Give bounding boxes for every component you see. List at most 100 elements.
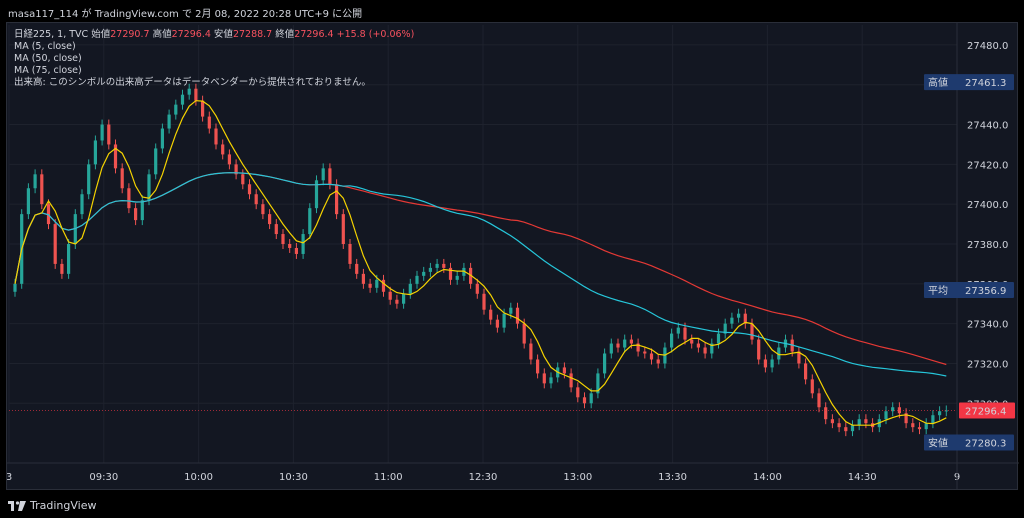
candle-body: [710, 343, 714, 354]
candle-body: [636, 343, 640, 352]
x-tick-label: 12:30: [469, 472, 498, 483]
candle-body: [261, 204, 265, 215]
candle-body: [730, 317, 734, 324]
tradingview-logo-icon: [8, 500, 26, 511]
candle-body: [469, 267, 473, 284]
candle-body: [53, 224, 57, 264]
candle-body: [844, 427, 848, 432]
candle-body: [234, 164, 238, 175]
open-label: 始値: [91, 29, 111, 40]
candle-body: [582, 397, 587, 404]
x-tick-label: 3: [7, 472, 12, 483]
candle-body: [368, 283, 372, 288]
candle-body: [917, 427, 922, 430]
symbol-label: 日経225, 1, TVC: [14, 29, 89, 40]
candle-body: [180, 94, 185, 105]
candle-body: [676, 327, 680, 334]
candle-body: [656, 359, 660, 364]
candle-body: [13, 283, 17, 292]
header-bar: masa117_114 が TradingView.com で 2月 08, 2…: [0, 0, 1024, 22]
ma75-legend[interactable]: MA (75, close): [14, 65, 82, 76]
x-tick-label: 10:00: [184, 472, 213, 483]
candle-body: [690, 339, 694, 344]
candle-body: [643, 351, 647, 354]
x-tick-label: 11:00: [374, 472, 403, 483]
candle-body: [33, 174, 37, 189]
candle-body: [757, 339, 761, 360]
candle-body: [509, 307, 513, 314]
candle-body: [268, 214, 272, 225]
ma75-line: [14, 172, 947, 366]
chart-legend: 日経225, 1, TVC 始値27290.7 高値27296.4 安値2728…: [14, 29, 414, 89]
chart-canvas[interactable]: 27480.027460.027440.027420.027400.027380…: [7, 23, 1019, 491]
price-label-box: [959, 402, 1015, 419]
x-tick-label: 13:00: [563, 472, 592, 483]
brand-label: TradingView: [30, 499, 97, 512]
candle-body: [435, 263, 439, 268]
candle-body: [830, 419, 834, 424]
ma50-legend[interactable]: MA (50, close): [14, 53, 82, 64]
publish-caption: masa117_114 が TradingView.com で 2月 08, 2…: [8, 9, 363, 20]
close-value: 27296.4: [294, 29, 334, 40]
price-label-value: 27296.4: [965, 406, 1006, 417]
candle-body: [616, 343, 620, 348]
candle-body: [288, 244, 292, 248]
candle-body: [589, 393, 593, 404]
candle-body: [797, 351, 801, 364]
candle-body: [737, 313, 741, 318]
candle-body: [804, 363, 808, 380]
candle-body: [328, 168, 332, 185]
candle-body: [375, 279, 379, 288]
candle-body: [683, 327, 687, 340]
candle-body: [743, 313, 747, 324]
x-tick-label: 14:00: [753, 472, 782, 483]
x-tick-label: 14:30: [848, 472, 877, 483]
candle-body: [857, 419, 861, 426]
candle-body: [770, 359, 774, 368]
candle-body: [154, 148, 158, 175]
candle-body: [335, 184, 339, 215]
candle-body: [623, 339, 627, 348]
candle-body: [395, 299, 399, 304]
candle-body: [549, 377, 553, 384]
candle-body: [355, 263, 359, 274]
chart-panel[interactable]: 27480.027460.027440.027420.027400.027380…: [6, 22, 1019, 491]
candle-body: [227, 154, 231, 165]
candle-body: [489, 309, 493, 320]
price-label-box: [924, 434, 1014, 451]
price-label-value: 27356.9: [965, 286, 1006, 297]
candle-body: [777, 347, 781, 360]
x-tick-label: 09:30: [89, 472, 118, 483]
y-tick-label: 27320.0: [967, 359, 1008, 370]
candle-body: [80, 194, 84, 215]
candle-body: [308, 208, 312, 235]
price-label-value: 27280.3: [965, 438, 1006, 449]
candle-body: [294, 247, 298, 254]
candle-body: [850, 425, 855, 432]
volume-note: 出来高: このシンボルの出来高データはデータベンダーから提供されておりません。: [14, 77, 371, 88]
candle-body: [134, 208, 138, 221]
candle-body: [810, 379, 814, 394]
candle-body: [455, 275, 459, 280]
tradingview-logo[interactable]: TradingView: [8, 499, 96, 512]
candle-body: [40, 174, 44, 205]
candle-body: [884, 411, 888, 420]
ma5-legend[interactable]: MA (5, close): [14, 41, 76, 52]
candle-body: [214, 128, 218, 145]
high-value: 27296.4: [171, 29, 211, 40]
candle-body: [428, 267, 432, 272]
candle-body: [348, 244, 352, 264]
candle-body: [562, 367, 566, 374]
candle-body: [26, 188, 30, 215]
candle-body: [609, 343, 613, 354]
candle-body: [67, 244, 71, 274]
candle-body: [938, 411, 942, 416]
high-label: 高値: [152, 29, 172, 40]
candle-body: [750, 323, 754, 340]
candle-body: [120, 168, 124, 189]
price-label-name: 高値: [928, 76, 948, 89]
candle-body: [254, 194, 258, 205]
candle-body: [174, 104, 178, 115]
low-value: 27288.7: [232, 29, 273, 40]
footer-bar: TradingView: [0, 490, 1024, 518]
